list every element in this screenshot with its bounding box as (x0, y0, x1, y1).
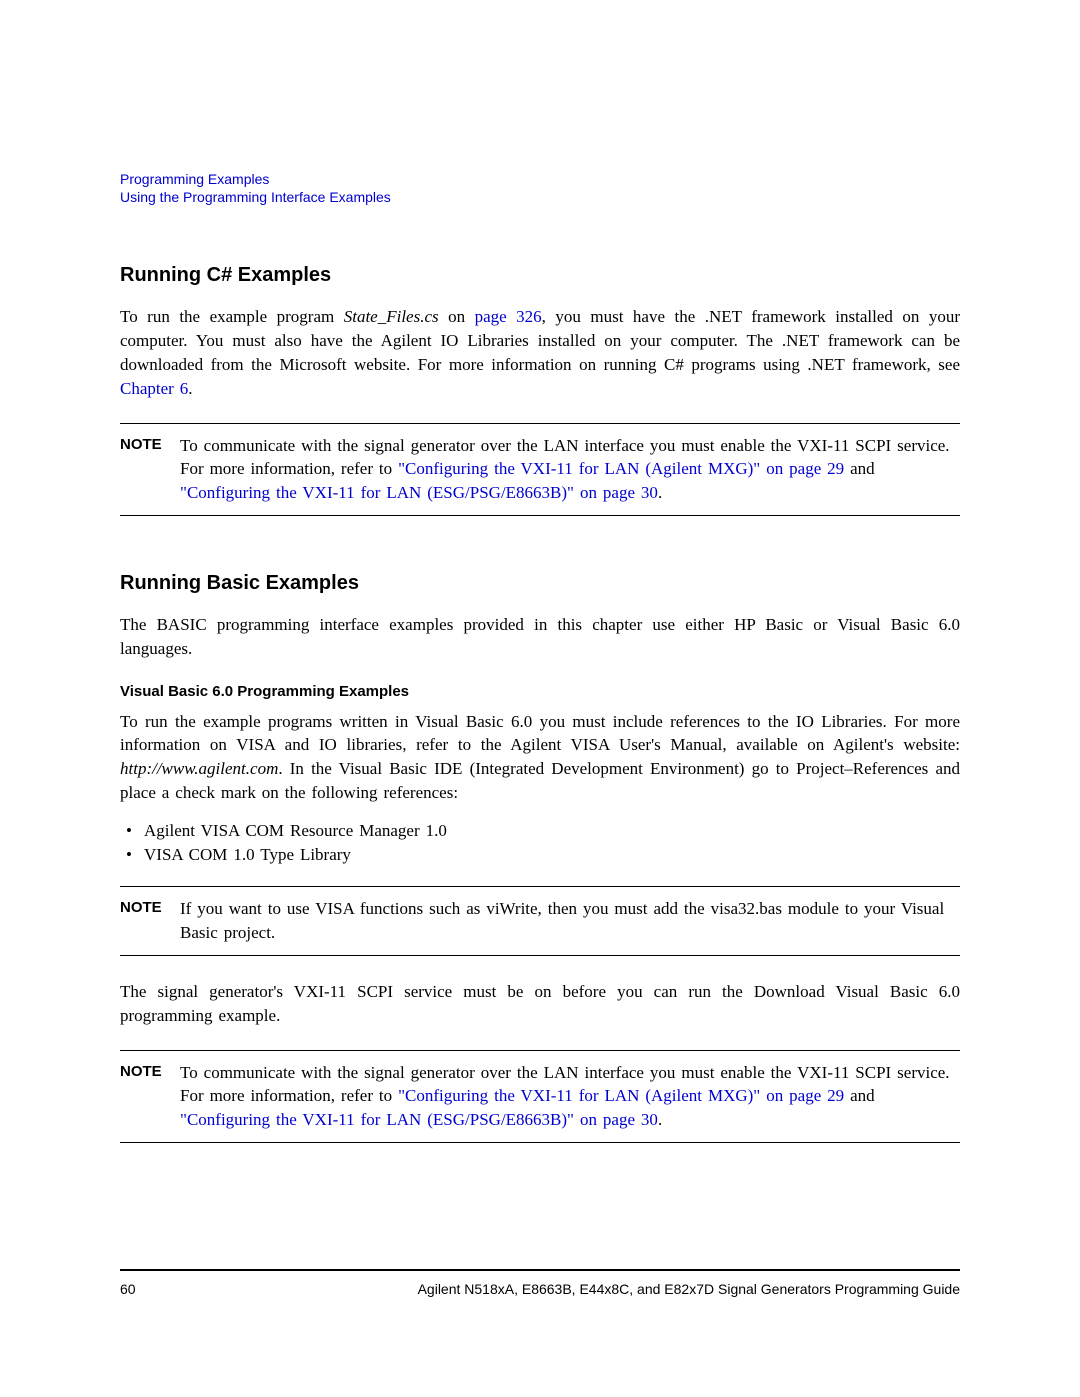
page-footer: 60 Agilent N518xA, E8663B, E44x8C, and E… (120, 1269, 960, 1297)
text-fragment: . (658, 1110, 662, 1129)
page-header: Programming Examples Using the Programmi… (120, 170, 960, 206)
references-list: Agilent VISA COM Resource Manager 1.0 VI… (120, 819, 960, 867)
vb6-references-paragraph: To run the example programs written in V… (120, 710, 960, 805)
header-section: Using the Programming Interface Examples (120, 188, 960, 206)
text-fragment: and (844, 1086, 875, 1105)
text-fragment: . (658, 483, 662, 502)
footer-title: Agilent N518xA, E8663B, E44x8C, and E82x… (418, 1281, 960, 1297)
url-italic: http://www.agilent.com (120, 759, 278, 778)
header-chapter: Programming Examples (120, 170, 960, 188)
text-fragment: on (439, 307, 475, 326)
page-number: 60 (120, 1281, 136, 1297)
vxi-service-paragraph: The signal generator's VXI-11 SCPI servi… (120, 980, 960, 1028)
spacer (120, 540, 960, 572)
section-heading-basic: Running Basic Examples (120, 572, 960, 595)
text-fragment: To run the example programs written in V… (120, 712, 960, 755)
note-label: NOTE (120, 434, 180, 453)
vxi-link-1[interactable]: "Configuring the VXI-11 for LAN (Agilent… (398, 1086, 844, 1105)
chapter-link[interactable]: Chapter 6 (120, 379, 188, 398)
vxi-link-1[interactable]: "Configuring the VXI-11 for LAN (Agilent… (398, 459, 844, 478)
page-link[interactable]: page 326 (475, 307, 542, 326)
note-text: To communicate with the signal generator… (180, 434, 960, 505)
text-fragment: To run the example program (120, 307, 344, 326)
note-label: NOTE (120, 1061, 180, 1080)
filename-italic: State_Files.cs (344, 307, 439, 326)
list-item: Agilent VISA COM Resource Manager 1.0 (144, 819, 960, 843)
note-block-1: NOTE To communicate with the signal gene… (120, 423, 960, 516)
section-heading-csharp: Running C# Examples (120, 264, 960, 287)
text-fragment: . (188, 379, 192, 398)
document-page: Programming Examples Using the Programmi… (0, 0, 1080, 1397)
basic-intro-paragraph: The BASIC programming interface examples… (120, 613, 960, 661)
note-text: If you want to use VISA functions such a… (180, 897, 960, 945)
csharp-paragraph: To run the example program State_Files.c… (120, 305, 960, 400)
note-label: NOTE (120, 897, 180, 916)
subheading-vb6: Visual Basic 6.0 Programming Examples (120, 683, 960, 700)
note-block-3: NOTE To communicate with the signal gene… (120, 1050, 960, 1143)
note-text: To communicate with the signal generator… (180, 1061, 960, 1132)
vxi-link-2[interactable]: "Configuring the VXI-11 for LAN (ESG/PSG… (180, 1110, 658, 1129)
list-item: VISA COM 1.0 Type Library (144, 843, 960, 867)
vxi-link-2[interactable]: "Configuring the VXI-11 for LAN (ESG/PSG… (180, 483, 658, 502)
text-fragment: and (844, 459, 875, 478)
note-block-2: NOTE If you want to use VISA functions s… (120, 886, 960, 956)
